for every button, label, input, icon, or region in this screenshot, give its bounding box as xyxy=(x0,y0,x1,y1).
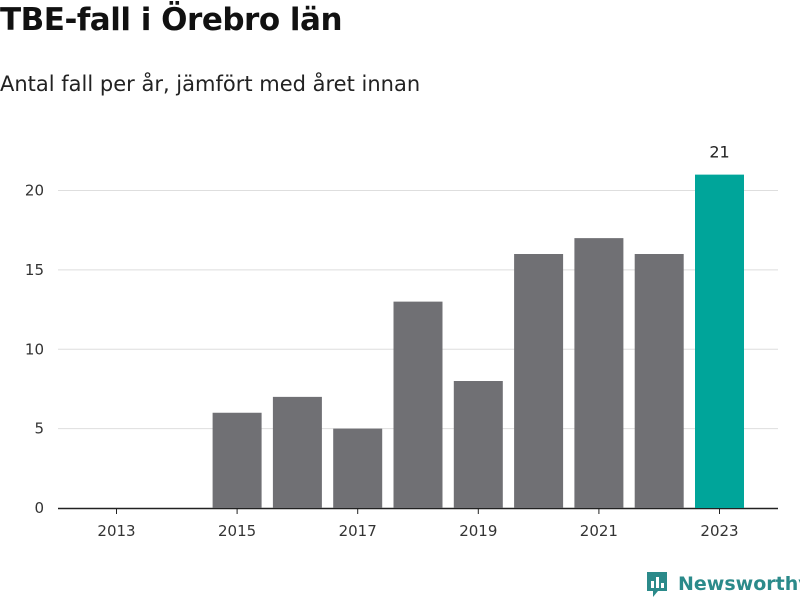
y-tick-label: 0 xyxy=(34,499,44,517)
y-tick-label: 5 xyxy=(34,420,44,438)
x-tick-label: 2017 xyxy=(339,522,377,540)
brand-logo: Newsworthy xyxy=(644,569,800,599)
x-tick-label: 2023 xyxy=(700,522,738,540)
brand-name: Newsworthy xyxy=(678,573,800,595)
labels: 0 5 10 15 20 2013 2015 2017 2019 2021 2023 21 xyxy=(25,143,739,540)
bar-2020 xyxy=(514,254,564,508)
bars xyxy=(212,174,744,508)
bar-2023 xyxy=(695,174,744,508)
bar-2015 xyxy=(212,412,262,508)
bar-chart-logo-icon xyxy=(647,572,667,597)
y-tick-label: 10 xyxy=(25,340,44,358)
bar-2016 xyxy=(272,396,322,508)
chart-subtitle: Antal fall per år, jämfört med året inna… xyxy=(0,72,421,96)
bar-2019 xyxy=(453,381,503,508)
y-tick-label: 20 xyxy=(25,182,44,200)
x-tick-label: 2015 xyxy=(218,522,256,540)
data-label-highlight: 21 xyxy=(709,143,729,162)
bar-2022 xyxy=(634,254,684,508)
bar-2017 xyxy=(333,428,383,508)
x-tick-label: 2019 xyxy=(459,522,497,540)
y-tick-label: 15 xyxy=(25,261,44,279)
x-tick-label: 2021 xyxy=(580,522,618,540)
x-tick-label: 2013 xyxy=(97,522,135,540)
bar-2018 xyxy=(393,301,443,508)
bar-2021 xyxy=(574,238,624,508)
chart-title: TBE-fall i Örebro län xyxy=(0,2,343,38)
